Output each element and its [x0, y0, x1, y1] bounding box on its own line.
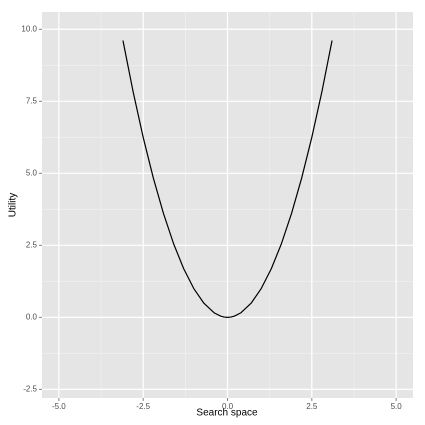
- y-tick-label: 0.0: [26, 312, 38, 321]
- x-axis-title: Search space: [196, 408, 258, 419]
- y-axis-title: Utility: [8, 193, 19, 217]
- y-tick-label: 5.0: [26, 168, 38, 177]
- y-tick-label: -2.5: [23, 384, 37, 393]
- y-tick-label: 7.5: [26, 96, 38, 105]
- x-tick-label: 5.0: [391, 402, 403, 411]
- x-tick-label: -2.5: [136, 402, 150, 411]
- x-tick-label: -5.0: [52, 402, 66, 411]
- x-tick-label: 0.0: [222, 402, 234, 411]
- line: [122, 40, 333, 318]
- y-tick-label: 10.0: [21, 24, 37, 33]
- y-tick-label: 2.5: [26, 240, 38, 249]
- x-tick-label: 2.5: [306, 402, 318, 411]
